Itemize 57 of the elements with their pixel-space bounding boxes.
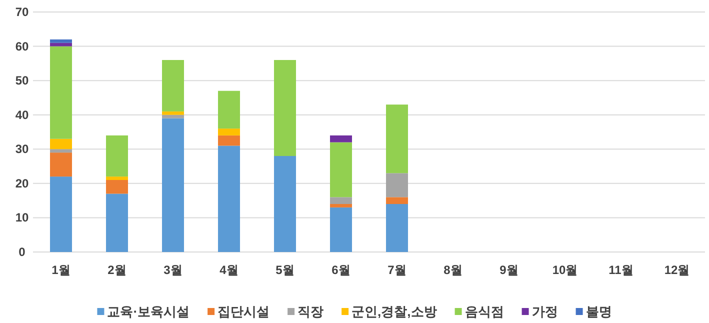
x-tick-label: 9월: [500, 263, 518, 277]
bar: [218, 146, 240, 252]
bar: [50, 46, 72, 139]
bar: [218, 90, 240, 129]
x-tick-label: 10월: [552, 263, 578, 277]
x-tick-label: 8월: [444, 263, 462, 277]
bar: [106, 194, 128, 252]
bar: [330, 207, 352, 252]
bar: [330, 135, 352, 142]
y-tick-label: 20: [15, 176, 29, 190]
x-tick-label: 7월: [388, 263, 406, 277]
bar: [106, 135, 128, 177]
bar: [330, 142, 352, 198]
x-tick-label: 3월: [164, 263, 182, 277]
bar: [106, 176, 128, 180]
bar: [274, 60, 296, 156]
x-tick-label: 2월: [108, 263, 126, 277]
x-tick-label: 6월: [332, 263, 350, 277]
legend-label: 집단시설: [218, 304, 270, 319]
bar: [218, 128, 240, 136]
legend-label: 직장: [298, 304, 324, 319]
legend-label: 불명: [586, 304, 612, 319]
bar: [50, 42, 72, 46]
bar: [162, 114, 184, 118]
y-tick-label: 70: [15, 5, 29, 19]
legend-label: 군인,경찰,소방: [352, 304, 437, 319]
x-tick-label: 4월: [220, 263, 238, 277]
bar: [50, 138, 72, 150]
x-tick-label: 1월: [52, 263, 70, 277]
bar: [106, 180, 128, 194]
y-tick-label: 40: [15, 108, 29, 122]
bar: [50, 176, 72, 252]
legend-label: 가정: [532, 304, 558, 319]
bar: [386, 104, 408, 174]
bar: [274, 156, 296, 252]
y-tick-label: 0: [18, 245, 26, 259]
bar: [330, 197, 352, 204]
bar: [218, 135, 240, 146]
bar: [162, 60, 184, 112]
bar: [330, 204, 352, 208]
y-tick-label: 50: [15, 74, 29, 88]
y-tick-label: 10: [15, 210, 29, 225]
bar: [386, 173, 408, 198]
bar: [50, 149, 72, 153]
bar: [50, 152, 72, 177]
bar: [50, 39, 72, 43]
bar: [386, 204, 408, 252]
bar: [162, 118, 184, 252]
y-tick-label: 30: [15, 142, 29, 156]
y-tick-label: 60: [15, 39, 29, 54]
legend-label: 교육·보육시설: [107, 304, 190, 319]
x-tick-label: 12월: [664, 263, 690, 277]
legend-label: 음식점: [464, 304, 504, 319]
bar: [386, 197, 408, 204]
x-tick-label: 11월: [608, 263, 634, 277]
bar: [162, 111, 184, 115]
x-tick-label: 5월: [276, 263, 294, 277]
